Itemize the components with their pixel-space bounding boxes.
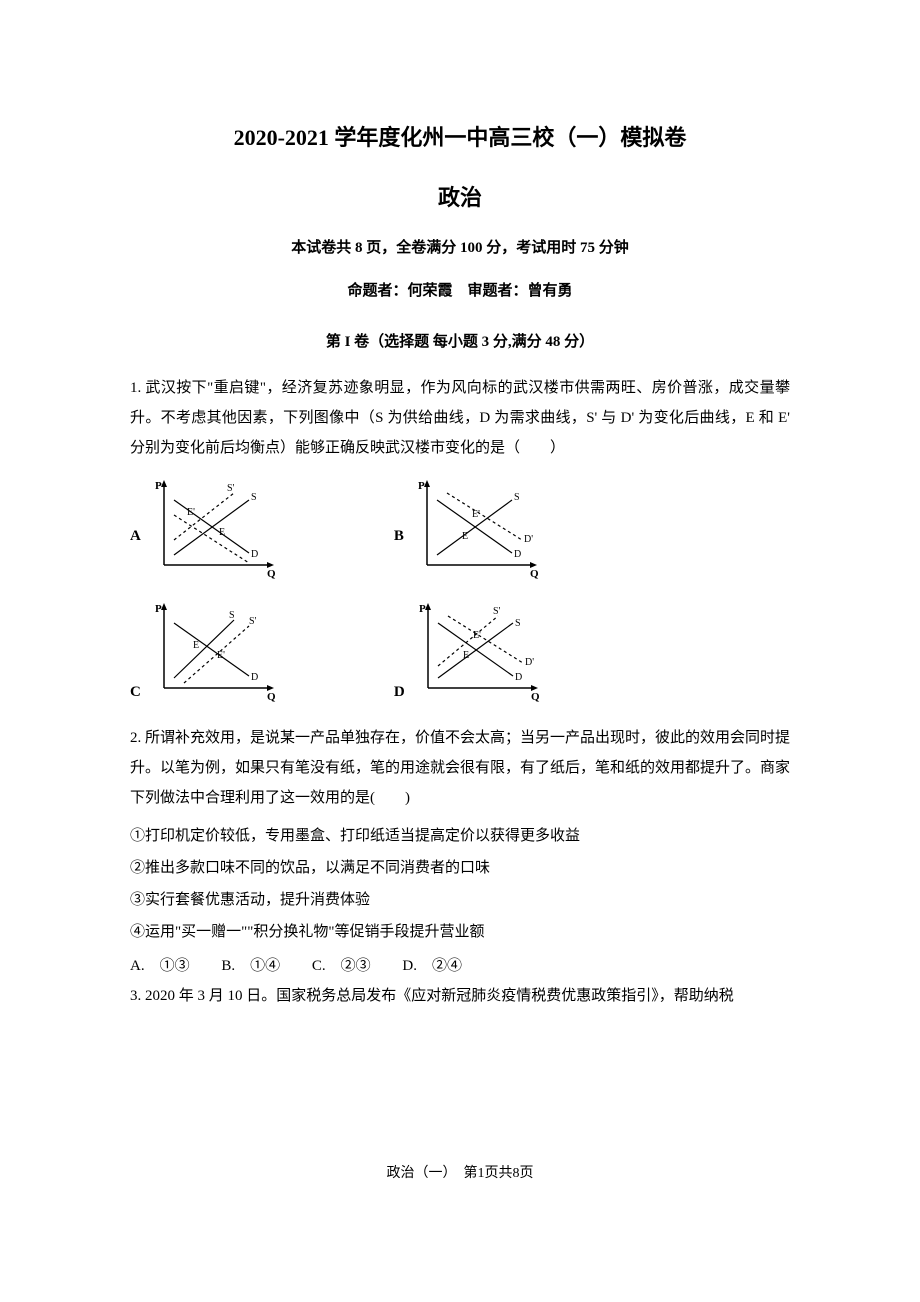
axis-p-label: P — [418, 480, 425, 492]
subject-title: 政治 — [130, 180, 790, 212]
charts-container: A P Q S S' D E' E B — [130, 475, 790, 703]
curve-dp-label: D' — [525, 657, 534, 668]
question-1: 1. 武汉按下"重启键"，经济复苏迹象明显，作为风向标的武汉楼市供需两旺、房价普… — [130, 373, 790, 463]
chart-row-2: C P Q S S' D E E' D — [130, 598, 790, 703]
chart-row-1: A P Q S S' D E' E B — [130, 475, 790, 580]
point-ep-label: E' — [187, 507, 195, 518]
exam-info: 本试卷共 8 页，全卷满分 100 分，考试用时 75 分钟 — [130, 236, 790, 257]
point-e-label: E — [219, 527, 225, 538]
q2-answer-b: B. ①④ — [221, 958, 280, 974]
authors-line: 命题者：何荣霞 审题者：曾有勇 — [130, 279, 790, 300]
chart-d-box: D P Q S S' D D' E' E — [394, 598, 548, 703]
axis-p-label: P — [155, 603, 162, 615]
axis-q-label: Q — [530, 568, 539, 580]
q2-answer-d: D. ②④ — [402, 958, 462, 974]
chart-a-label: A — [130, 528, 141, 580]
curve-s-label: S — [229, 610, 235, 621]
curve-s-label: S — [514, 492, 520, 503]
chart-c: P Q S S' D E E' — [149, 598, 284, 703]
q2-answer-a: A. ①③ — [130, 958, 190, 974]
chart-c-box: C P Q S S' D E E' — [130, 598, 284, 703]
point-ep-label: E' — [473, 630, 481, 641]
chart-d: P Q S S' D D' E' E — [413, 598, 548, 703]
q3-number: 3. — [130, 988, 141, 1004]
exam-title: 2020-2021 学年度化州一中高三校（一）模拟卷 — [130, 120, 790, 152]
curve-d-label: D — [251, 549, 258, 560]
q2-option-2: ②推出多款口味不同的饮品，以满足不同消费者的口味 — [130, 853, 790, 883]
q3-text: 2020 年 3 月 10 日。国家税务总局发布《应对新冠肺炎疫情税费优惠政策指… — [145, 988, 734, 1004]
q2-answer-c: C. ②③ — [312, 958, 371, 974]
point-e-label: E — [463, 650, 469, 661]
q2-text: 所谓补充效用，是说某一产品单独存在，价值不会太高；当另一产品出现时，彼此的效用会… — [130, 730, 790, 806]
point-ep-label: E' — [472, 509, 480, 520]
curve-dp-label: D' — [524, 534, 533, 545]
page-footer: 政治（一） 第1页共8页 — [0, 1162, 920, 1182]
point-e-label: E — [462, 531, 468, 542]
q2-option-3: ③实行套餐优惠活动，提升消费体验 — [130, 885, 790, 915]
question-3: 3. 2020 年 3 月 10 日。国家税务总局发布《应对新冠肺炎疫情税费优惠… — [130, 981, 790, 1011]
curve-s-label: S — [251, 492, 257, 503]
q2-option-4: ④运用"买一赠一""积分换礼物"等促销手段提升营业额 — [130, 917, 790, 947]
chart-b-box: B P Q S D D' E' E — [394, 475, 547, 580]
q1-number: 1. — [130, 380, 141, 396]
axis-q-label: Q — [267, 691, 276, 703]
chart-a-box: A P Q S S' D E' E — [130, 475, 284, 580]
curve-d-label: D — [515, 672, 522, 683]
curve-sp-label: S' — [249, 616, 257, 627]
question-2: 2. 所谓补充效用，是说某一产品单独存在，价值不会太高；当另一产品出现时，彼此的… — [130, 723, 790, 813]
curve-d-label: D — [251, 672, 258, 683]
axis-p-label: P — [419, 603, 426, 615]
point-e-label: E — [193, 640, 199, 651]
axis-q-label: Q — [531, 691, 540, 703]
axis-q-label: Q — [267, 568, 276, 580]
section-header: 第 I 卷（选择题 每小题 3 分,满分 48 分） — [130, 330, 790, 351]
curve-d-label: D — [514, 549, 521, 560]
q2-option-1: ①打印机定价较低，专用墨盒、打印纸适当提高定价以获得更多收益 — [130, 821, 790, 851]
chart-c-label: C — [130, 684, 141, 703]
chart-d-label: D — [394, 684, 405, 703]
q2-answers: A. ①③ B. ①④ C. ②③ D. ②④ — [130, 951, 790, 981]
axis-p-label: P — [155, 480, 162, 492]
q2-options: ①打印机定价较低，专用墨盒、打印纸适当提高定价以获得更多收益 ②推出多款口味不同… — [130, 821, 790, 947]
curve-sp-label: S' — [227, 483, 235, 494]
q2-number: 2. — [130, 730, 141, 746]
chart-b-label: B — [394, 528, 404, 580]
chart-b: P Q S D D' E' E — [412, 475, 547, 580]
chart-a: P Q S S' D E' E — [149, 475, 284, 580]
point-ep-label: E' — [217, 650, 225, 661]
curve-sp-label: S' — [493, 606, 501, 617]
curve-s-label: S — [515, 618, 521, 629]
q1-text: 武汉按下"重启键"，经济复苏迹象明显，作为风向标的武汉楼市供需两旺、房价普涨，成… — [130, 380, 790, 456]
